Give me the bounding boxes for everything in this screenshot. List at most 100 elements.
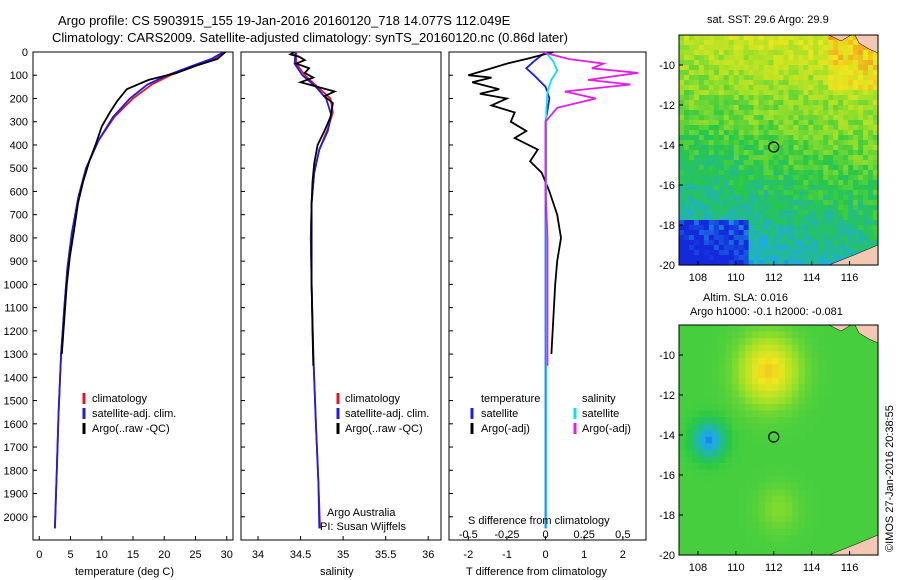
heatmap-cell (778, 205, 785, 211)
heatmap-cell (698, 489, 707, 497)
heatmap-cell (833, 180, 839, 186)
heatmap-cell (718, 155, 725, 161)
heatmap-cell (824, 456, 833, 464)
heatmap-cell (728, 195, 735, 201)
heatmap-cell (791, 390, 799, 398)
heatmap-cell (783, 215, 790, 221)
heatmap-cell (778, 90, 785, 96)
heatmap-cell (679, 331, 687, 339)
heatmap-cell (873, 75, 879, 81)
heatmap-cell (738, 344, 746, 352)
heatmap-cell (838, 240, 844, 246)
heatmap-cell (808, 235, 814, 241)
heatmap-cell (733, 65, 740, 71)
island (828, 34, 852, 42)
heatmap-cell (844, 410, 853, 418)
heatmap-cell (683, 110, 690, 116)
heatmap-cell (685, 443, 693, 451)
heatmap-cell (758, 230, 765, 236)
heatmap-cell (732, 502, 740, 510)
heatmap-cell (843, 105, 849, 111)
heatmap-cell (813, 75, 819, 81)
heatmap-cell (718, 344, 727, 352)
heatmap-cell (698, 403, 707, 412)
heatmap-cell (758, 160, 765, 166)
heatmap-cell (748, 145, 755, 151)
heatmap-cell (798, 245, 804, 251)
heatmap-cell (771, 535, 780, 543)
heatmap-cell (851, 331, 859, 339)
heatmap-cell (758, 95, 765, 101)
heatmap-cell (808, 240, 814, 246)
x-tick-label: 36 (422, 549, 434, 561)
heatmap-cell (788, 190, 795, 196)
argo-position-marker (768, 431, 780, 443)
heatmap-cell (818, 110, 824, 116)
heatmap-cell (708, 205, 715, 211)
heatmap-cell (718, 195, 725, 201)
heatmap-cell (693, 130, 700, 136)
heatmap-cell (805, 489, 813, 497)
heatmap-cell (864, 463, 872, 471)
legend-title-salinity: salinity (582, 393, 616, 405)
heatmap-cell (708, 65, 715, 71)
heatmap-cell (791, 548, 799, 556)
heatmap-cell (698, 125, 705, 131)
heatmap-cell (824, 436, 833, 444)
heatmap-cell (718, 245, 725, 251)
heatmap-cell (778, 489, 786, 497)
heatmap-cell (793, 105, 799, 111)
heatmap-cell (833, 90, 839, 96)
heatmap-cell (818, 40, 824, 46)
heatmap-cell (685, 371, 693, 379)
heatmap-cell (851, 357, 859, 366)
heatmap-cell (818, 75, 824, 81)
heatmap-cell (763, 170, 770, 176)
heatmap-cell (763, 220, 770, 226)
heatmap-cell (791, 331, 799, 339)
heatmap-cell (773, 170, 780, 176)
heatmap-cell (863, 150, 869, 156)
heatmap-cell (765, 338, 773, 346)
heatmap-cell (738, 95, 745, 101)
heatmap-cell (858, 220, 864, 226)
heatmap-cell (818, 50, 824, 56)
heatmap-cell (858, 100, 864, 106)
heatmap-cell (791, 357, 799, 366)
heatmap-cell (753, 80, 760, 86)
heatmap-cell (718, 80, 725, 86)
heatmap-cell (838, 463, 846, 471)
heatmap-cell (753, 200, 760, 206)
heatmap-cell (713, 250, 720, 256)
heatmap-cell (718, 215, 725, 221)
heatmap-cell (763, 105, 770, 111)
heatmap-cell (778, 260, 785, 266)
heatmap-cell (791, 436, 799, 444)
heatmap-cell (844, 449, 853, 458)
heatmap-cell (791, 338, 799, 346)
heatmap-cell (751, 410, 760, 418)
heatmap-cell (833, 105, 839, 111)
heatmap-cell (843, 255, 849, 261)
heatmap-cell (679, 230, 685, 236)
heatmap-cell (853, 130, 859, 136)
heatmap-cell (868, 145, 874, 151)
heatmap-cell (713, 205, 720, 211)
heatmap-cell (773, 210, 780, 216)
heatmap-cell (698, 220, 705, 226)
heatmap-cell (743, 130, 750, 136)
heatmap-cell (848, 250, 854, 256)
heatmap-cell (738, 135, 745, 141)
heatmap-cell (853, 145, 859, 151)
heatmap-cell (818, 150, 824, 156)
heatmap-cell (718, 185, 725, 191)
heatmap-cell (863, 240, 869, 246)
heatmap-cell (698, 180, 705, 186)
heatmap-cell (679, 489, 687, 497)
heatmap-cell (693, 215, 700, 221)
heatmap-cell (803, 170, 809, 176)
heatmap-cell (868, 90, 874, 96)
heatmap-cell (853, 155, 859, 161)
heatmap-cell (833, 190, 839, 196)
heatmap-cell (758, 140, 765, 146)
